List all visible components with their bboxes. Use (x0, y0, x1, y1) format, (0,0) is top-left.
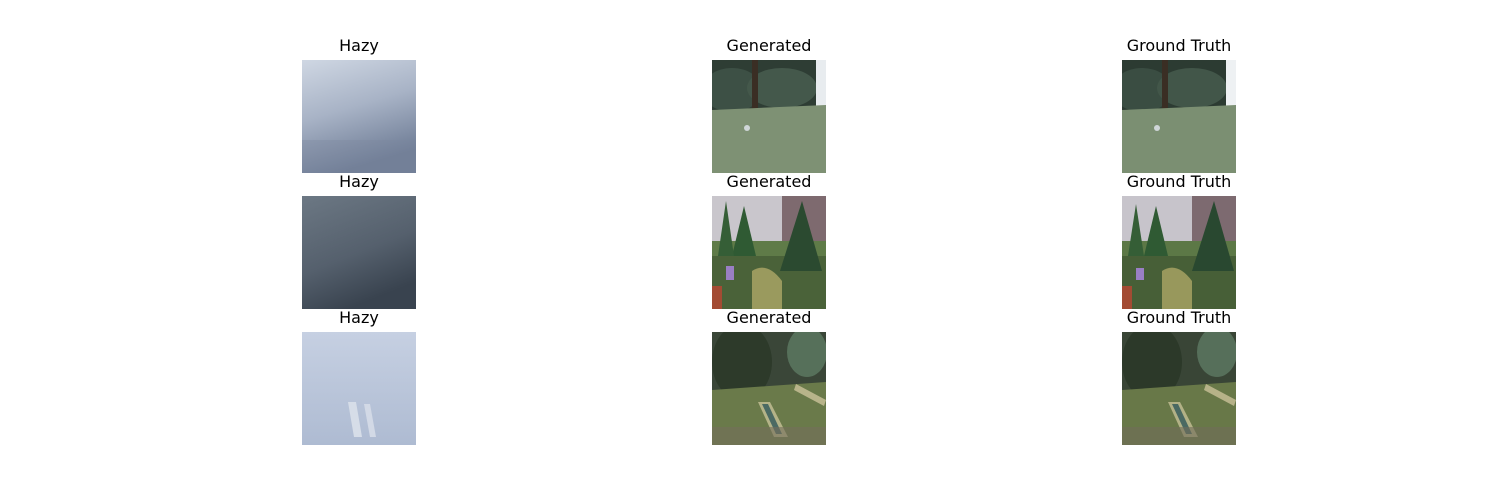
ground-truth-image (1122, 60, 1236, 173)
generated-image (712, 332, 826, 445)
generated-image (712, 60, 826, 173)
generated-title: Generated (726, 308, 812, 327)
hazy-title: Hazy (339, 308, 379, 327)
generated-title: Generated (726, 172, 812, 191)
ground-truth-title: Ground Truth (1126, 308, 1232, 327)
generated-title: Generated (726, 36, 812, 55)
hazy-title: Hazy (339, 172, 379, 191)
generated-image (712, 196, 826, 309)
ground-truth-title: Ground Truth (1126, 172, 1232, 191)
ground-truth-image (1122, 196, 1236, 309)
hazy-image (302, 60, 416, 173)
ground-truth-title: Ground Truth (1126, 36, 1232, 55)
ground-truth-image (1122, 332, 1236, 445)
hazy-image (302, 196, 416, 309)
hazy-title: Hazy (339, 36, 379, 55)
hazy-image (302, 332, 416, 445)
